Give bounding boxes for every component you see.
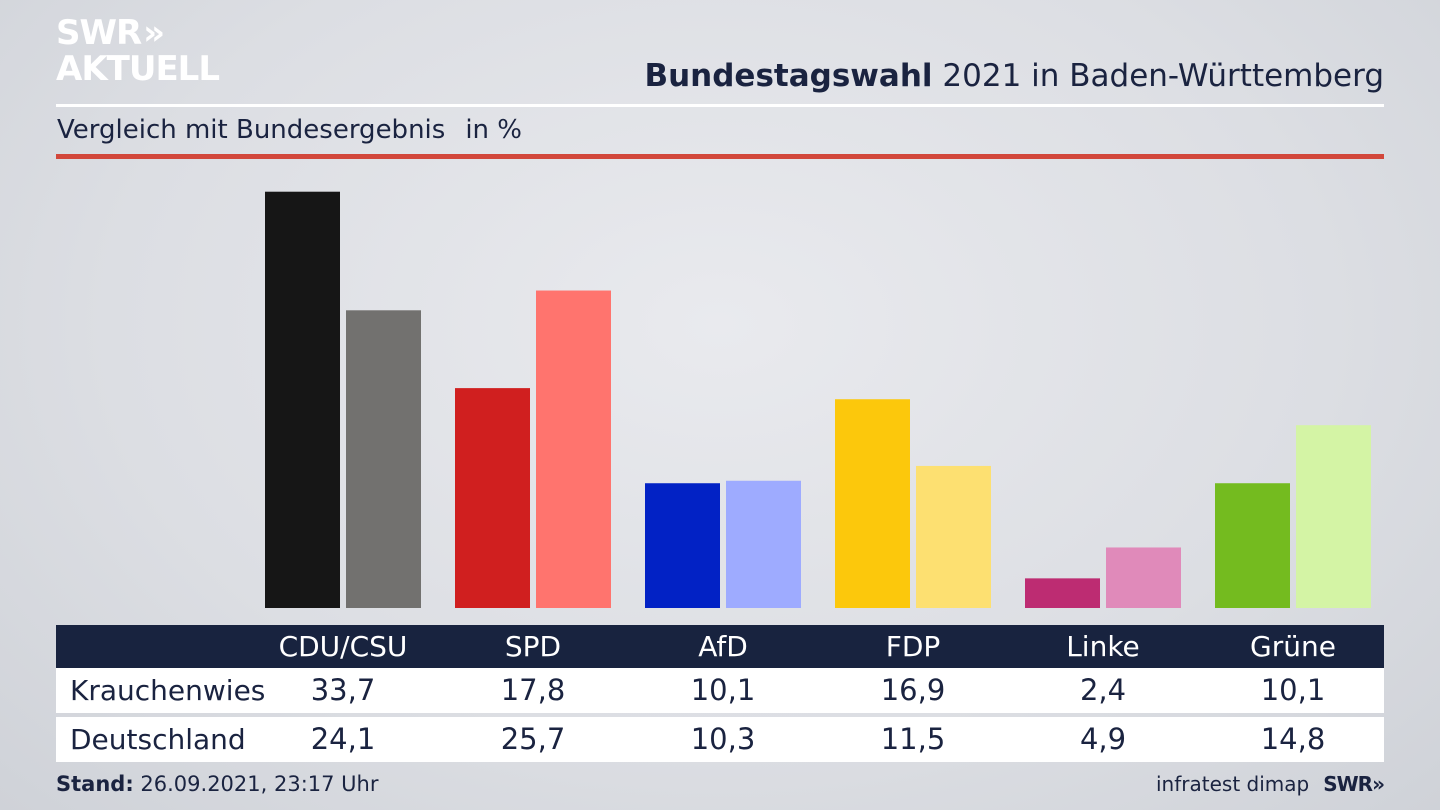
bar-spd-krauchenwies xyxy=(455,388,530,608)
value-label-spd-deutschland: 25,7 xyxy=(500,722,566,756)
bar-linke-deutschland xyxy=(1106,547,1181,608)
logo-swr-text: SWR xyxy=(56,13,142,53)
category-label-cdu-csu: CDU/CSU xyxy=(278,630,408,663)
timestamp-value: 26.09.2021, 23:17 Uhr xyxy=(133,772,379,796)
value-label-afd-deutschland: 10,3 xyxy=(690,722,756,756)
category-label-linke: Linke xyxy=(1066,630,1140,663)
table-header-row: CDU/CSU SPD AfD FDP Linke Grüne xyxy=(56,625,1384,668)
subtitle-divider xyxy=(56,154,1384,159)
series-label-deutschland: Deutschland xyxy=(70,723,246,756)
bar-fdp-krauchenwies xyxy=(835,399,910,608)
timestamp: Stand: 26.09.2021, 23:17 Uhr xyxy=(56,772,379,796)
value-label-cdu-csu-krauchenwies: 33,7 xyxy=(310,673,376,707)
source-text: infratest dimap xyxy=(1156,772,1310,796)
bar-afd-krauchenwies xyxy=(645,483,720,608)
table-row: Deutschland 24,1 25,7 10,3 11,5 4,9 14,8 xyxy=(56,717,1384,762)
title-divider xyxy=(56,104,1384,107)
swr-aktuell-logo: SWR» AKTUELL xyxy=(56,13,220,89)
chart-title-rest: 2021 in Baden-Württemberg xyxy=(932,58,1384,94)
bar-afd-deutschland xyxy=(726,480,801,608)
bar-cdu-csu-krauchenwies xyxy=(265,191,340,609)
chart-subtitle: Vergleich mit Bundesergebnis in % xyxy=(57,115,522,145)
swr-brand-logo: SWR» xyxy=(1323,772,1385,796)
results-table: CDU/CSU SPD AfD FDP Linke Grüne Krauchenwies 3… xyxy=(56,625,1384,762)
value-label-cdu-csu-deutschland: 24,1 xyxy=(310,722,376,756)
timestamp-label: Stand: xyxy=(56,772,134,796)
chart-title-bold: Bundestagswahl xyxy=(644,58,933,94)
value-label-gr-ne-deutschland: 14,8 xyxy=(1260,722,1326,756)
unit-label: in % xyxy=(465,115,522,145)
category-label-spd: SPD xyxy=(504,630,562,663)
bar-linke-krauchenwies xyxy=(1025,578,1100,608)
value-label-fdp-krauchenwies: 16,9 xyxy=(880,673,946,707)
logo-aktuell-text: AKTUELL xyxy=(56,49,220,89)
chart-title: Bundestagswahl 2021 in Baden-Württemberg xyxy=(644,58,1384,94)
bar-gr-ne-deutschland xyxy=(1296,425,1371,608)
subtitle-text: Vergleich mit Bundesergebnis xyxy=(57,115,446,145)
value-label-afd-krauchenwies: 10,1 xyxy=(690,673,756,707)
bar-fdp-deutschland xyxy=(916,465,991,608)
value-label-linke-deutschland: 4,9 xyxy=(1079,722,1127,756)
value-label-gr-ne-krauchenwies: 10,1 xyxy=(1260,673,1326,707)
bar-cdu-csu-deutschland xyxy=(346,310,421,608)
series-label-krauchenwies: Krauchenwies xyxy=(70,674,266,707)
table-row: Krauchenwies 33,7 17,8 10,1 16,9 2,4 10,1 xyxy=(56,668,1384,713)
value-label-linke-krauchenwies: 2,4 xyxy=(1079,673,1127,707)
category-label-fdp: FDP xyxy=(885,630,941,663)
value-label-fdp-deutschland: 11,5 xyxy=(880,722,946,756)
value-label-spd-krauchenwies: 17,8 xyxy=(500,673,566,707)
category-label-gr-ne: Grüne xyxy=(1250,630,1336,663)
category-label-afd: AfD xyxy=(698,630,748,663)
source-credit: infratest dimap SWR» xyxy=(1156,772,1385,796)
bar-spd-deutschland xyxy=(536,290,611,608)
bar-gr-ne-krauchenwies xyxy=(1215,483,1290,608)
